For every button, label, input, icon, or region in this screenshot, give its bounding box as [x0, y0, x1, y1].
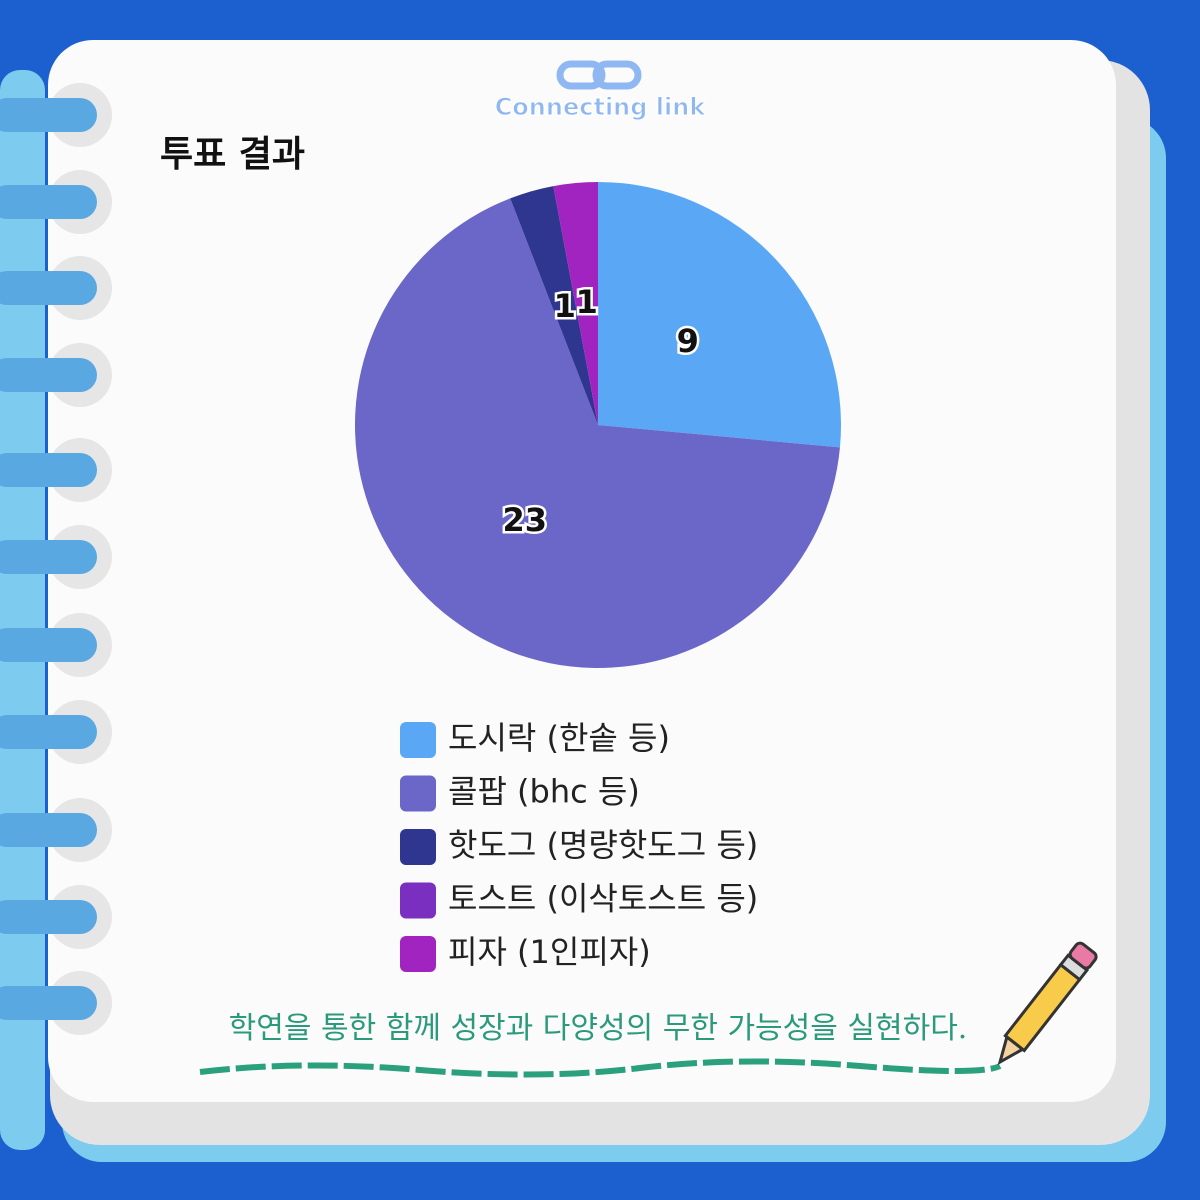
- scribble: [199, 1058, 1002, 1078]
- pie-slice: [354, 198, 840, 668]
- pie-slice: [510, 186, 598, 425]
- ring: [0, 98, 97, 132]
- legend-label: 핫도그 (명량핫도그 등): [448, 826, 758, 864]
- ring: [0, 453, 97, 487]
- data-label: 23: [503, 501, 548, 539]
- ring: [0, 900, 97, 934]
- ring: [0, 271, 97, 305]
- legend-label: 콜팝 (bhc 등): [448, 773, 640, 811]
- legend-label: 토스트 (이삭토스트 등): [448, 880, 758, 918]
- ring: [0, 540, 97, 574]
- chart-title: 투표 결과: [160, 134, 305, 175]
- ring: [0, 715, 97, 749]
- spiral: [0, 83, 112, 1035]
- pie: 9 23 1 1: [354, 182, 841, 668]
- ring: [0, 813, 97, 847]
- legend-swatch: [400, 936, 436, 972]
- legend-label: 피자 (1인피자): [448, 933, 651, 971]
- logo: [556, 60, 642, 90]
- legend-swatch: [400, 829, 436, 865]
- data-label: 1: [576, 283, 598, 321]
- slogan: 학연을 통한 함께 성장과 다양성의 무한 가능성을 실현하다.: [229, 1011, 968, 1046]
- ring: [0, 628, 97, 662]
- ring: [0, 986, 97, 1020]
- data-label: 1: [554, 287, 576, 325]
- pie-slice: [598, 182, 841, 448]
- left-edge: [0, 70, 45, 1150]
- legend-swatch: [400, 722, 436, 758]
- ring: [0, 358, 97, 392]
- legend: 도시락 (한솥 등) 콜팝 (bhc 등) 핫도그 (명량핫도그 등) 토스트 (이삭…: [400, 719, 758, 972]
- pie-slice: [553, 182, 598, 425]
- pencil-icon: [997, 941, 1098, 1066]
- legend-label: 도시락 (한솥 등): [448, 719, 670, 757]
- legend-swatch: [400, 882, 436, 919]
- ring: [0, 185, 97, 219]
- brand: Connecting link: [495, 93, 707, 121]
- data-label: 9: [677, 322, 699, 360]
- legend-swatch: [400, 775, 436, 812]
